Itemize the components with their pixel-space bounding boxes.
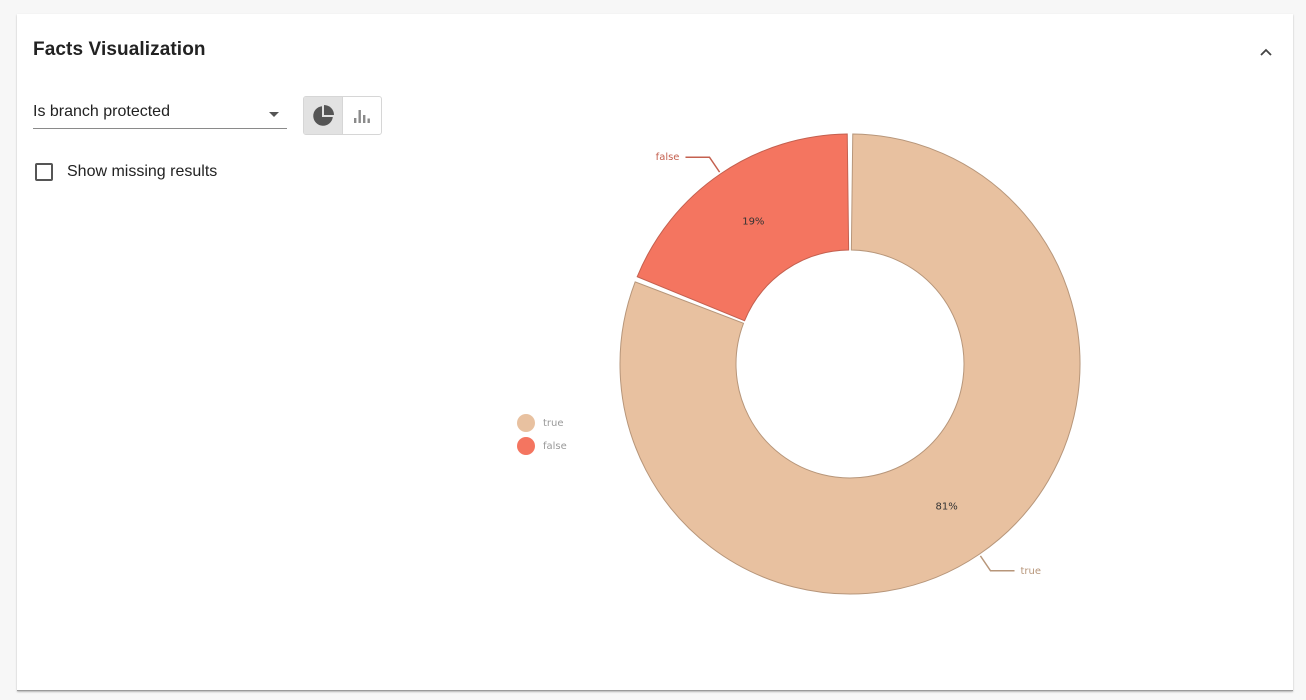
card-title: Facts Visualization <box>33 39 206 60</box>
pie-value-label-false: 19% <box>742 217 764 228</box>
pie-slice-false[interactable] <box>636 133 850 322</box>
pie-value-label-true: 81% <box>936 501 958 512</box>
pie-chart-toggle-button[interactable] <box>304 97 342 134</box>
bar-chart-toggle-button[interactable] <box>342 97 381 134</box>
fact-select-value: Is branch protected <box>33 103 170 120</box>
legend-swatch-true <box>517 414 535 432</box>
collapse-button[interactable] <box>1255 41 1277 63</box>
legend-swatch-false <box>517 437 535 455</box>
pie-arc-label-true: true <box>1021 566 1042 577</box>
pie-link-line-false <box>685 156 721 173</box>
facts-pie-chart: 81% true 19% false true false <box>517 133 1081 595</box>
chart-type-toggle <box>303 96 382 135</box>
legend-label-false: false <box>543 441 567 452</box>
dropdown-arrow-icon <box>269 112 279 117</box>
pie-chart-icon <box>313 104 334 126</box>
show-missing-checkbox[interactable] <box>35 163 53 181</box>
chevron-up-icon <box>1260 48 1272 56</box>
show-missing-checkbox-row[interactable]: Show missing results <box>33 163 217 181</box>
pie-slice-true[interactable] <box>619 133 1081 595</box>
legend-label-true: true <box>543 418 564 429</box>
bar-chart-icon <box>354 109 370 123</box>
pie-arc-label-false: false <box>656 152 680 163</box>
facts-visualization-card: Facts Visualization Is branch protected <box>17 14 1293 691</box>
fact-select[interactable]: Is branch protected <box>33 102 287 129</box>
show-missing-label: Show missing results <box>67 163 218 180</box>
pie-link-line-true <box>979 555 1015 572</box>
